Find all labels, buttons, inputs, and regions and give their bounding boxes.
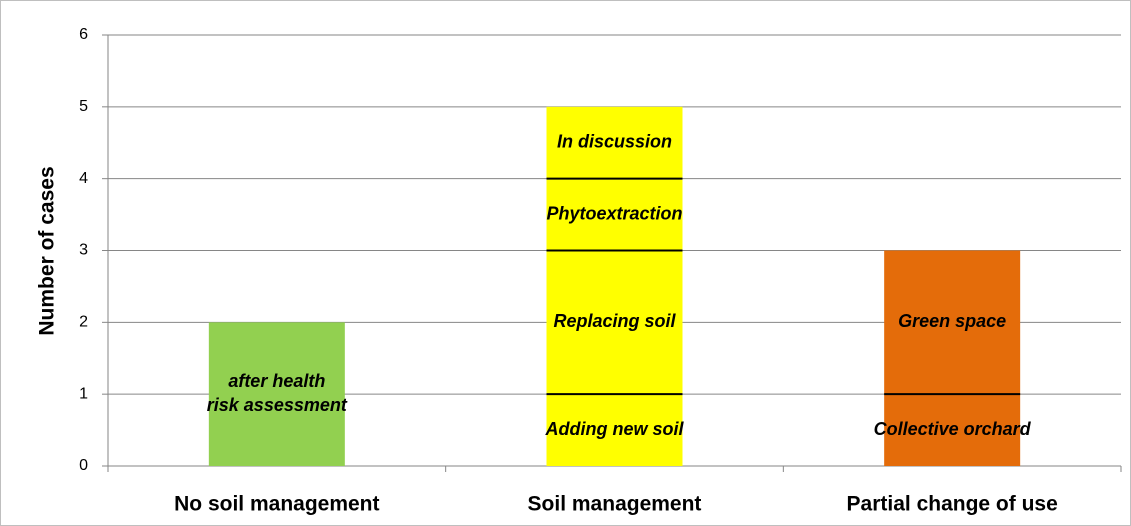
bar-segment <box>546 106 683 179</box>
bar-segment <box>884 250 1021 395</box>
segment-label: In discussion <box>557 132 672 152</box>
bar-segment <box>546 250 683 395</box>
y-tick-label: 5 <box>79 98 88 115</box>
bar-segment <box>884 394 1021 466</box>
y-tick-label: 0 <box>79 457 88 474</box>
segment-label: after health <box>228 371 325 391</box>
y-tick-label: 2 <box>79 314 88 331</box>
x-tick-label: Soil management <box>528 493 702 516</box>
y-tick-label: 1 <box>79 385 88 402</box>
segment-label: Phytoextraction <box>546 203 682 223</box>
segment-label: Adding new soil <box>545 419 685 439</box>
bar-segment <box>546 178 683 251</box>
segment-label: Green space <box>898 311 1006 331</box>
x-tick-label: No soil management <box>174 493 379 516</box>
bar-segment <box>546 394 683 466</box>
y-tick-label: 4 <box>79 170 88 187</box>
x-tick-label: Partial change of use <box>847 493 1058 516</box>
segment-label: Replacing soil <box>553 311 676 331</box>
y-tick-label: 3 <box>79 242 88 259</box>
segment-label: Collective orchard <box>874 419 1032 439</box>
y-tick-label: 6 <box>79 26 88 43</box>
segment-label: risk assessment <box>207 395 348 415</box>
y-axis-title: Number of cases <box>36 166 59 335</box>
bar-segment <box>208 322 345 466</box>
